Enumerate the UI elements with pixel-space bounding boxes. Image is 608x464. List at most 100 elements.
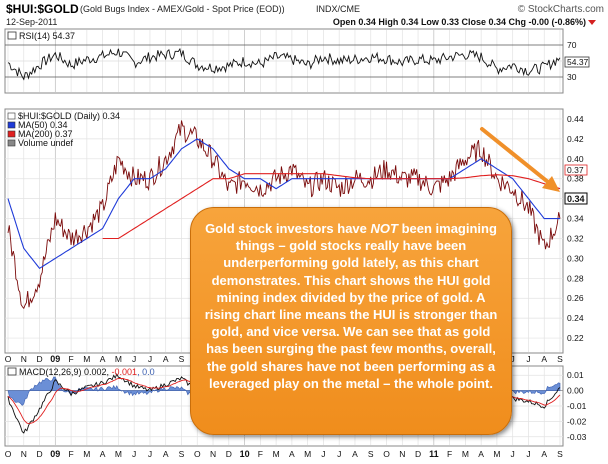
x-tick-label: A — [100, 354, 106, 364]
commentary-callout: Gold stock investors have NOT been imagi… — [190, 207, 512, 435]
x-tick-label: M — [273, 449, 280, 459]
x-tick-label: A — [163, 354, 169, 364]
callout-text-start: Gold stock investors have — [205, 221, 371, 236]
chart-exchange: INDX/CME — [316, 4, 360, 14]
x-tick-label: J — [132, 449, 136, 459]
price-tick-label: 0.24 — [567, 313, 584, 323]
x-tick-label: F — [258, 449, 263, 459]
price-tick-label: 0.28 — [567, 273, 584, 283]
x-tick-label: O — [383, 449, 390, 459]
price-tick-label: 0.40 — [567, 154, 584, 164]
quote-summary: Open 0.34 High 0.34 Low 0.33 Close 0.34 … — [333, 17, 586, 27]
x-tick-label: M — [83, 449, 90, 459]
price-tick-label: 0.34 — [567, 214, 584, 224]
legend-swatch-icon — [7, 112, 16, 120]
x-axis-lower: O N D 09 F M A M J J A S O N D 10 F M A M J J A S O N D 11 F M A M J J A S — [5, 449, 563, 459]
x-tick-label: J — [526, 449, 530, 459]
x-tick-label: M — [304, 449, 311, 459]
x-tick-label: F — [68, 449, 73, 459]
x-tick-label: A — [352, 449, 358, 459]
x-tick-label: D — [226, 449, 232, 459]
x-tick-label: J — [321, 449, 325, 459]
x-tick-label: S — [368, 449, 374, 459]
x-tick-label: O — [5, 354, 12, 364]
price-tick-label: 0.32 — [567, 233, 584, 243]
price-tick-label: 0.38 — [567, 174, 584, 184]
rsi-label: RSI(14) 54.37 — [19, 31, 75, 41]
x-tick-label: S — [179, 449, 185, 459]
x-tick-label: A — [541, 449, 547, 459]
x-tick-label: 10 — [240, 449, 250, 459]
ma50-line — [7, 138, 560, 270]
macd-axis: 0.01 0.00 -0.01 -0.02 -0.03 — [567, 370, 587, 442]
price-tick-label: 0.22 — [567, 333, 584, 343]
ma200-current-value: 0.37 — [567, 165, 584, 175]
x-tick-label: M — [115, 354, 122, 364]
x-tick-label: J — [132, 354, 136, 364]
rsi-legend: RSI(14) 54.37 — [7, 31, 75, 41]
legend-swatch-icon — [7, 139, 16, 147]
price-tick-label: 0.26 — [567, 293, 584, 303]
x-tick-label: J — [148, 354, 152, 364]
chart-symbol: $HUI:$GOLD — [6, 2, 79, 16]
price-tick-label: 0.30 — [567, 253, 584, 263]
x-tick-label: D — [36, 449, 42, 459]
x-tick-label: O — [194, 449, 201, 459]
macd-tick-label: -0.03 — [567, 432, 587, 442]
legend-swatch-icon — [7, 367, 17, 376]
callout-emphasis: NOT — [370, 221, 398, 236]
callout-text-end: been imagining things – gold stocks real… — [204, 221, 498, 391]
x-tick-label: 09 — [50, 354, 60, 364]
x-tick-label: A — [289, 449, 295, 459]
x-tick-label: A — [163, 449, 169, 459]
chart-description: (Gold Bugs Index - AMEX/Gold - Spot Pric… — [80, 4, 285, 14]
x-tick-label: 11 — [429, 449, 439, 459]
legend-entry: Volume undef — [18, 138, 74, 148]
rsi-current-badge: 54.37 — [564, 56, 590, 68]
x-tick-label: N — [21, 449, 27, 459]
x-tick-label: J — [511, 449, 515, 459]
legend-swatch-icon — [7, 130, 16, 138]
x-tick-label: S — [179, 354, 185, 364]
x-tick-label: M — [83, 354, 90, 364]
x-tick-label: F — [447, 449, 452, 459]
macd-tick-label: -0.01 — [567, 401, 587, 411]
legend-entry: MA(200) 0.37 — [18, 129, 73, 139]
rsi-tick-label: 70 — [567, 40, 577, 50]
x-tick-label: J — [148, 449, 152, 459]
rsi-grid — [5, 30, 563, 92]
macd-tick-label: -0.02 — [567, 416, 587, 426]
x-tick-label: A — [478, 449, 484, 459]
rsi-line — [7, 47, 561, 81]
x-tick-label: F — [68, 354, 73, 364]
macd-label: MACD(12,26,9) 0.002, -0.001, 0.0 — [19, 367, 155, 377]
ma200-badge: 0.37 — [564, 164, 588, 176]
macd-tick-label: 0.00 — [567, 386, 584, 396]
x-tick-label: J — [511, 354, 515, 364]
price-tick-label: 0.42 — [567, 134, 584, 144]
price-badge: 0.34 — [564, 192, 588, 205]
x-tick-label: M — [115, 449, 122, 459]
x-tick-label: D — [415, 449, 421, 459]
x-tick-label: J — [526, 354, 530, 364]
macd-legend: MACD(12,26,9) 0.002, -0.001, 0.0 — [7, 367, 155, 377]
x-tick-label: D — [36, 354, 42, 364]
x-tick-label: O — [5, 449, 12, 459]
price-line — [7, 120, 561, 310]
x-tick-label: 09 — [50, 449, 60, 459]
legend-swatch-icon — [7, 121, 16, 129]
rsi-current-value: 54.37 — [567, 57, 589, 67]
chart-date: 12-Sep-2011 — [6, 17, 57, 27]
x-tick-label: J — [337, 449, 341, 459]
macd-tick-label: 0.01 — [567, 370, 584, 380]
downtrend-arrow-icon — [480, 127, 560, 192]
price-tick-label: 0.44 — [567, 114, 584, 124]
price-current-value: 0.34 — [567, 194, 585, 204]
x-tick-label: M — [462, 449, 469, 459]
x-tick-label: S — [557, 354, 563, 364]
down-arrow-icon — [588, 20, 596, 25]
legend-entry: MA(50) 0.34 — [18, 120, 68, 130]
x-tick-label: N — [21, 354, 27, 364]
